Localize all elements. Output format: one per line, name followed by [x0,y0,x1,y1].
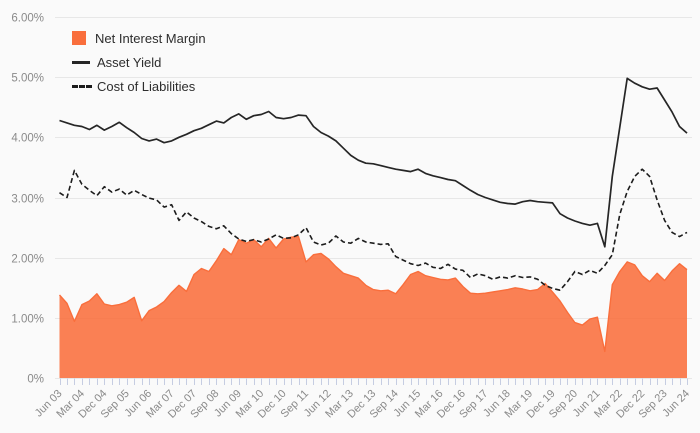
nim-area [59,236,687,378]
legend-label-net-interest-margin: Net Interest Margin [95,30,206,46]
legend-item-asset-yield[interactable]: Asset Yield [72,50,206,74]
y-tick-label: 5.00% [11,73,44,85]
y-axis: 6.00% 5.00% 4.00% 3.00% 2.00% 1.00% 0% [11,13,44,386]
asset-yield-line [59,77,688,248]
y-tick-label: 3.00% [11,194,44,206]
chart-legend: Net Interest Margin Asset Yield Cost of … [72,26,206,98]
y-tick-label: 2.00% [11,254,44,266]
y-tick-label: 1.00% [11,314,44,326]
series-areas [58,235,688,378]
cost-of-liabilities-line-swatch [72,84,92,88]
y-tick-label: 4.00% [11,133,44,145]
legend-label-cost-of-liabilities: Cost of Liabilities [97,78,196,94]
nim-area-edge [58,235,688,353]
cost-of-liabilities-line [59,168,688,291]
y-tick-label: 0% [27,374,44,386]
asset-yield-line-swatch [72,60,90,64]
y-tick-label: 6.00% [11,13,44,25]
series-lines [59,77,688,291]
legend-item-cost-of-liabilities[interactable]: Cost of Liabilities [72,74,206,98]
legend-item-net-interest-margin[interactable]: Net Interest Margin [72,26,206,50]
legend-label-asset-yield: Asset Yield [97,54,162,70]
nim-area-swatch [72,31,86,45]
